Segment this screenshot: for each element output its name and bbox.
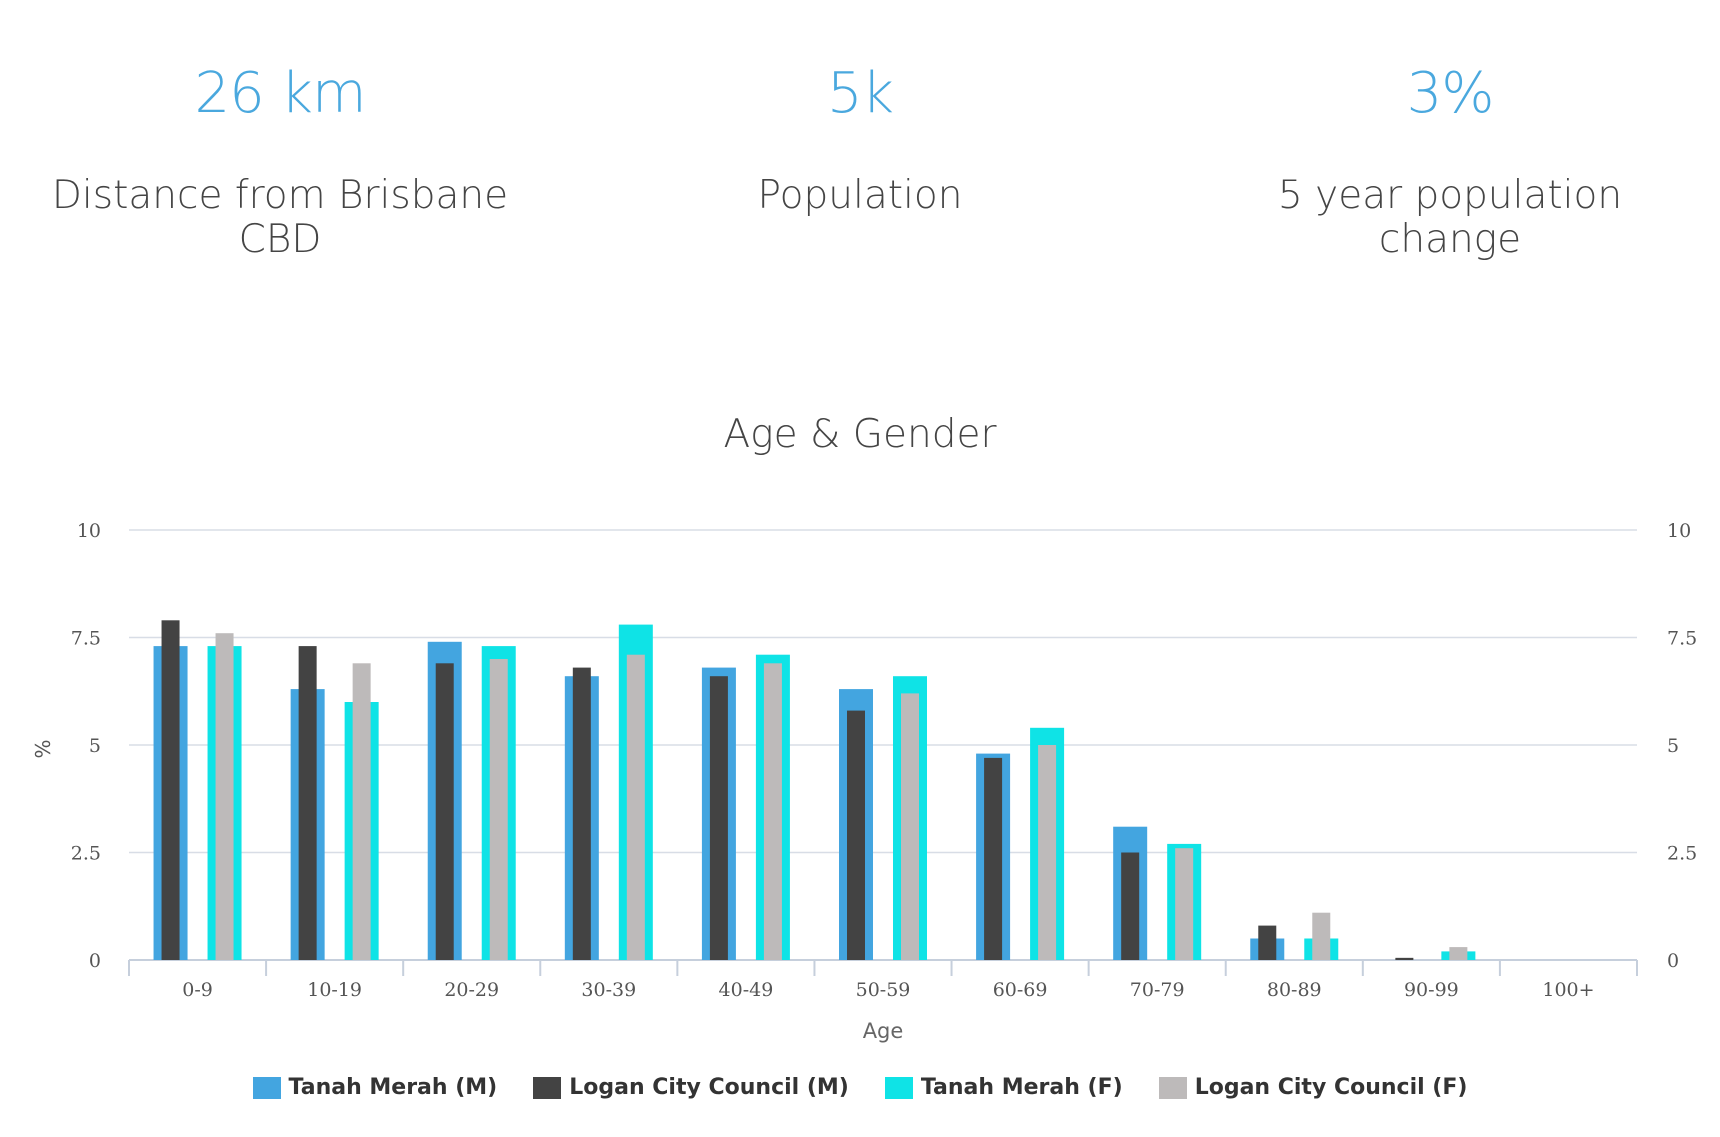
x-tick-label: 90-99 <box>1404 979 1459 1001</box>
y-tick-label-right: 10 <box>1667 520 1691 542</box>
legend-swatch <box>533 1076 562 1099</box>
bar-logan-city-council-m <box>847 710 865 960</box>
bar-logan-city-council-f <box>626 654 645 960</box>
stat-population-change-label: 5 year population change <box>1277 173 1623 262</box>
y-tick-label-right: 5 <box>1667 735 1679 757</box>
bar-logan-city-council-f <box>215 633 234 960</box>
bar-logan-city-council-m <box>1395 957 1414 960</box>
bar-logan-city-council-m <box>709 676 728 960</box>
x-tick-label: 50-59 <box>856 979 911 1001</box>
bar-logan-city-council-m <box>572 667 591 960</box>
legend-label: Tanah Merah (F) <box>920 1075 1123 1100</box>
y-tick-label-right: 2.5 <box>1667 843 1697 865</box>
bar-logan-city-council-f <box>489 659 508 960</box>
x-axis-title: Age <box>863 1019 904 1043</box>
chart-legend: Tanah Merah (M) Logan City Council (M) Tan… <box>0 1075 1720 1100</box>
bar-logan-city-council-f <box>901 693 919 960</box>
x-tick-label: 70-79 <box>1130 979 1185 1001</box>
stat-population-change: 3% 5 year population change <box>1170 52 1720 262</box>
y-tick-label-right: 0 <box>1667 950 1679 972</box>
bar-logan-city-council-f <box>1038 745 1057 960</box>
x-tick-label: 30-39 <box>581 979 636 1001</box>
y-tick-label-right: 7.5 <box>1667 628 1697 650</box>
bar-logan-city-council-m <box>984 757 1003 960</box>
y-axis-title: % <box>31 739 55 758</box>
bar-logan-city-council-f <box>352 663 371 960</box>
stat-distance-value: 26 km <box>194 61 366 126</box>
stat-population: 5k Population <box>580 52 1140 218</box>
age-gender-chart: 0 0 2.5 2.5 5 5 7.5 7.5 10 10% 0-9 10-19 20-29 30-39 4… <box>31 520 1697 1043</box>
legend-item[interactable]: Logan City Council (F) <box>1158 1075 1468 1100</box>
chart-title: Age & Gender <box>723 412 997 457</box>
legend-item[interactable]: Tanah Merah (F) <box>884 1075 1123 1100</box>
stat-distance-label: Distance from Brisbane CBD <box>51 173 509 262</box>
stat-population-label: Population <box>757 173 963 218</box>
legend-swatch <box>252 1076 281 1099</box>
bar-logan-city-council-m <box>435 663 454 960</box>
bar-logan-city-council-m <box>161 620 180 960</box>
legend-label: Tanah Merah (M) <box>288 1075 498 1100</box>
bar-logan-city-council-m <box>1258 925 1277 960</box>
x-tick-label: 20-29 <box>444 979 499 1001</box>
stat-population-change-value: 3% <box>1406 61 1495 126</box>
x-tick-label: 60-69 <box>993 979 1048 1001</box>
x-tick-label: 40-49 <box>719 979 774 1001</box>
legend-swatch <box>884 1076 913 1099</box>
legend-label: Logan City Council (F) <box>1194 1075 1468 1100</box>
stat-distance: 26 km Distance from Brisbane CBD <box>0 52 560 262</box>
legend-item[interactable]: Tanah Merah (M) <box>252 1075 498 1100</box>
stat-population-value: 5k <box>826 61 894 126</box>
y-tick-label-left: 7.5 <box>71 628 101 650</box>
x-tick-label: 100+ <box>1542 979 1594 1001</box>
bar-logan-city-council-f <box>763 663 782 960</box>
y-tick-label-left: 5 <box>89 735 101 757</box>
legend-label: Logan City Council (M) <box>569 1075 849 1100</box>
x-tick-label: 10-19 <box>307 979 362 1001</box>
bar-logan-city-council-m <box>1121 852 1140 960</box>
legend-swatch <box>1158 1076 1187 1099</box>
key-stats: 26 km Distance from Brisbane CBD 5k Popu… <box>0 0 1720 300</box>
bar-logan-city-council-f <box>1449 947 1468 960</box>
y-tick-label-left: 2.5 <box>71 843 101 865</box>
x-tick-label: 0-9 <box>182 979 213 1001</box>
y-tick-label-left: 10 <box>77 520 101 542</box>
legend-item[interactable]: Logan City Council (M) <box>533 1075 849 1100</box>
bar-logan-city-council-f <box>1175 848 1194 960</box>
x-tick-label: 80-89 <box>1267 979 1322 1001</box>
bar-logan-city-council-f <box>1312 912 1331 960</box>
bar-logan-city-council-m <box>298 646 317 960</box>
y-tick-label-left: 0 <box>89 950 101 972</box>
